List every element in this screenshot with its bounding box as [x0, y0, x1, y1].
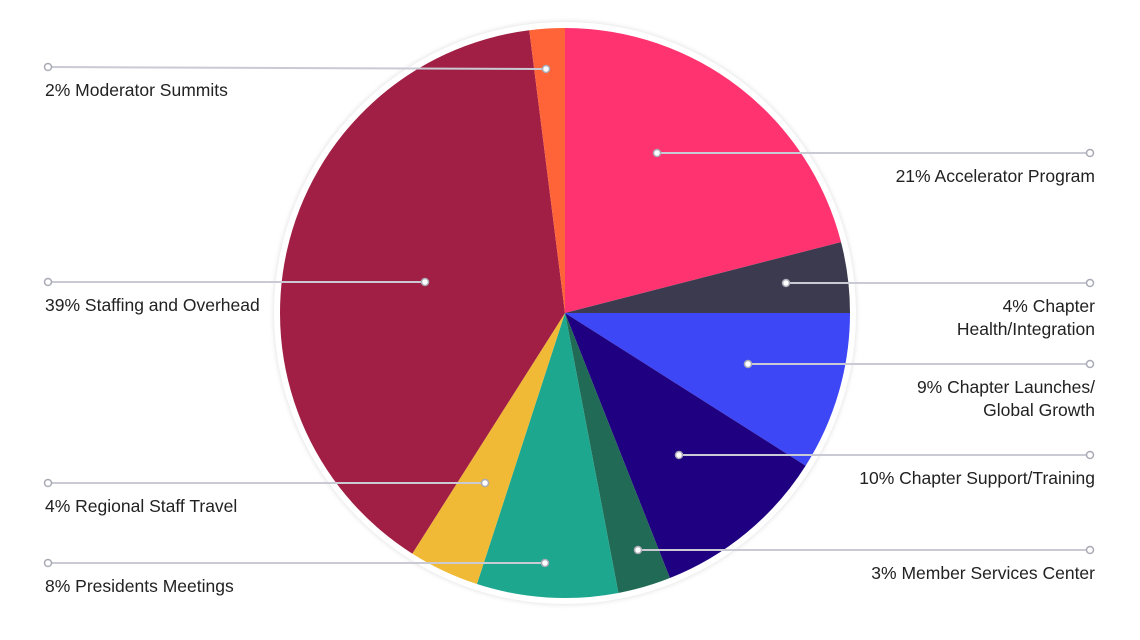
slice-label: 10% Chapter Support/Training [859, 467, 1095, 490]
leader-dot [1085, 545, 1095, 555]
leader-dot [652, 148, 662, 158]
pie-slice [565, 28, 842, 313]
value-label: 4% [1002, 296, 1028, 316]
slice-label: 21% Accelerator Program [896, 165, 1095, 188]
value-label: 9% [916, 377, 943, 397]
value-label: 10% [859, 468, 895, 488]
leader-dot [43, 558, 53, 568]
pie-slice [529, 28, 565, 313]
category-label: Chapter Support/Training [899, 468, 1095, 488]
pie-slice [476, 313, 619, 598]
slice-label: 9% Chapter Launches/ Global Growth [917, 376, 1095, 422]
category-label: Staffing and Overhead [84, 295, 260, 315]
category-label: Chapter Launches/ Global Growth [947, 377, 1095, 420]
slice-label: 39% Staffing and Overhead [45, 294, 260, 317]
slice-label: 3% Member Services Center [871, 562, 1095, 585]
slice-label: 4% Regional Staff Travel [45, 495, 237, 518]
leader-dot [633, 545, 643, 555]
category-label: Regional Staff Travel [75, 496, 238, 516]
leader-dot [420, 277, 430, 287]
pie-slice [412, 313, 565, 585]
leader-dot [480, 478, 490, 488]
pie-slice [565, 313, 806, 578]
value-label: 4% [45, 496, 71, 516]
category-label: Member Services Center [901, 563, 1095, 583]
leader-dot [743, 359, 753, 369]
leader-dot [1085, 450, 1095, 460]
leader-dot [43, 277, 53, 287]
leader-dot [540, 558, 550, 568]
value-label: 2% [45, 80, 71, 100]
leader-dot [43, 62, 53, 72]
category-label: Moderator Summits [75, 80, 228, 100]
leader-dot [781, 278, 791, 288]
category-label: Presidents Meetings [75, 576, 234, 596]
leader-dot [43, 478, 53, 488]
slice-label: 2% Moderator Summits [45, 79, 228, 102]
leader-dot [1085, 278, 1095, 288]
value-label: 3% [871, 563, 897, 583]
pie-slice [565, 242, 850, 313]
leader-dot [674, 450, 684, 460]
pie-slice [565, 313, 670, 593]
value-label: 21% [895, 166, 931, 186]
leader-dot [541, 64, 551, 74]
slice-label: 8% Presidents Meetings [45, 575, 234, 598]
slice-label: 4% Chapter Health/Integration [957, 295, 1095, 341]
category-label: Accelerator Program [934, 166, 1095, 186]
leader-dot [1085, 148, 1095, 158]
leader-line [47, 66, 547, 70]
category-label: Chapter Health/Integration [956, 296, 1095, 339]
pie-slice [565, 313, 850, 466]
value-label: 8% [45, 576, 71, 596]
value-label: 39% [45, 295, 81, 315]
pie-slice [279, 30, 565, 554]
leader-dot [1085, 359, 1095, 369]
